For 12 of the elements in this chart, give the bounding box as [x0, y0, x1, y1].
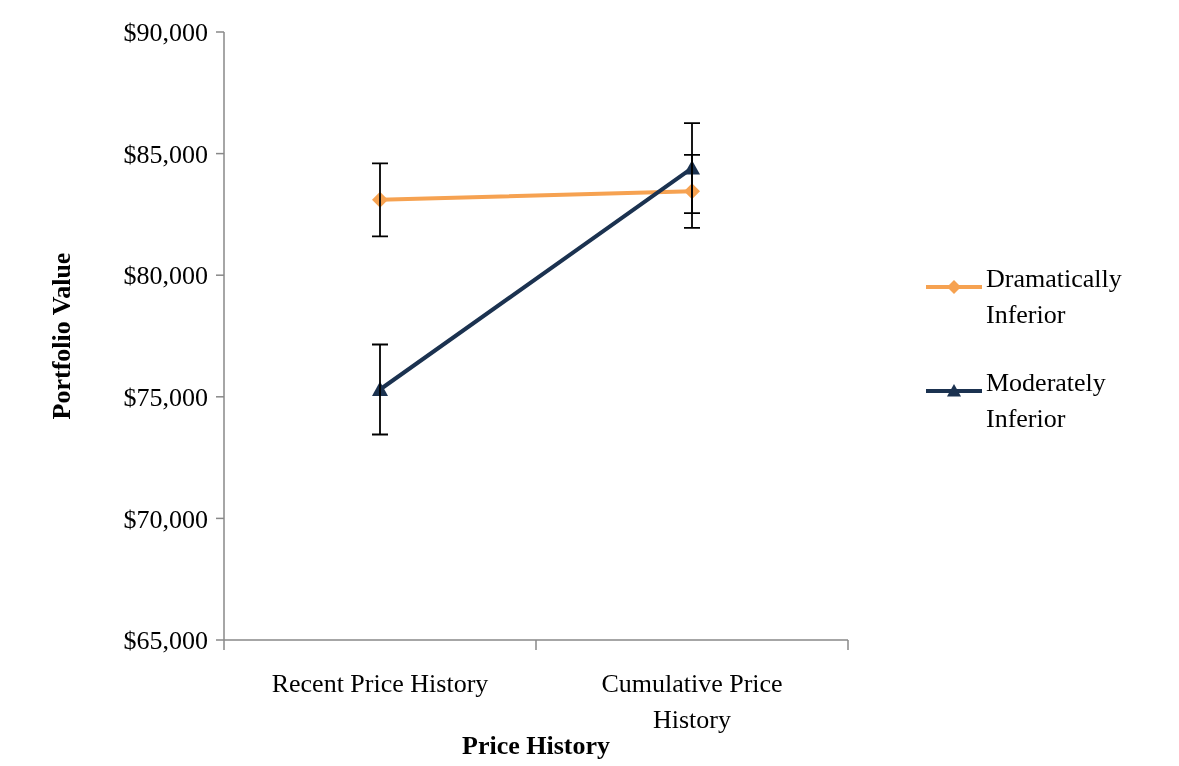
y-tick-label: $70,000	[123, 504, 208, 534]
legend-label: Moderately Inferior	[986, 368, 1106, 433]
y-tick-label: $65,000	[123, 626, 208, 656]
x-axis-title: Price History	[462, 731, 610, 760]
x-tick-label: Recent Price History	[271, 669, 489, 698]
y-tick-label: $85,000	[123, 139, 208, 169]
y-tick-label: $90,000	[123, 18, 208, 48]
y-tick-label: $80,000	[123, 261, 208, 291]
y-tick-label: $75,000	[123, 382, 208, 412]
x-tick-label: Cumulative Price History	[601, 669, 783, 734]
y-axis-title: Portfolio Value	[47, 252, 76, 420]
legend-label: Dramatically Inferior	[986, 264, 1122, 329]
